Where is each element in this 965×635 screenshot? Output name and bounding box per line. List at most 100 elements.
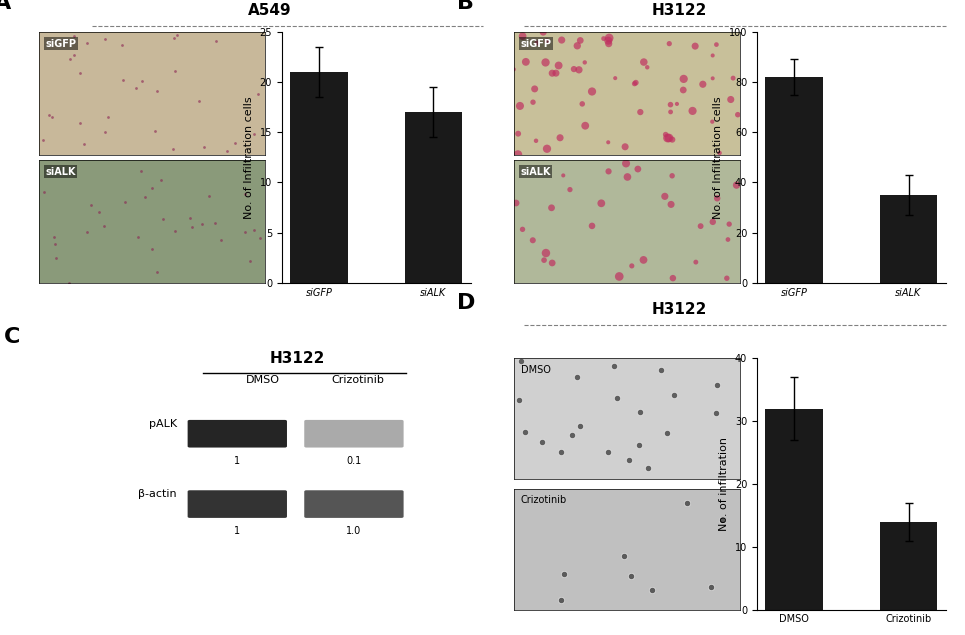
Point bbox=[551, 60, 566, 70]
Point bbox=[720, 234, 735, 244]
Point bbox=[544, 258, 560, 268]
Text: DMSO: DMSO bbox=[520, 365, 550, 375]
Point bbox=[663, 100, 678, 110]
Point bbox=[723, 95, 738, 105]
Point bbox=[608, 73, 623, 83]
Point bbox=[134, 76, 150, 86]
Point bbox=[636, 57, 651, 67]
Point bbox=[539, 144, 555, 154]
Point bbox=[191, 96, 207, 106]
Point bbox=[726, 73, 741, 83]
FancyBboxPatch shape bbox=[187, 420, 287, 448]
Point bbox=[585, 86, 600, 97]
Point bbox=[571, 65, 587, 75]
Point bbox=[227, 138, 242, 148]
Point bbox=[640, 62, 655, 72]
Point bbox=[514, 224, 530, 234]
Point bbox=[659, 429, 675, 439]
Point bbox=[72, 68, 88, 78]
Point bbox=[92, 208, 107, 218]
Point bbox=[116, 75, 131, 85]
Point bbox=[709, 380, 725, 390]
Point bbox=[633, 406, 648, 417]
Point bbox=[554, 35, 569, 45]
Point bbox=[627, 79, 643, 89]
Point bbox=[663, 199, 678, 210]
Point bbox=[606, 361, 621, 371]
Point bbox=[36, 135, 51, 145]
Text: 1.0: 1.0 bbox=[346, 526, 362, 536]
Point bbox=[79, 38, 95, 48]
Bar bbox=[765, 408, 823, 610]
Y-axis label: No. of Infiltration cells: No. of Infiltration cells bbox=[244, 96, 254, 218]
Point bbox=[661, 133, 676, 143]
Point bbox=[708, 408, 724, 418]
Point bbox=[150, 267, 165, 277]
Point bbox=[665, 171, 680, 181]
Point bbox=[705, 50, 721, 60]
Point bbox=[237, 189, 253, 199]
Point bbox=[195, 219, 210, 229]
Point bbox=[563, 185, 578, 195]
Point bbox=[45, 232, 61, 243]
Text: siALK: siALK bbox=[520, 166, 551, 177]
FancyBboxPatch shape bbox=[304, 420, 403, 448]
Point bbox=[645, 585, 660, 596]
Point bbox=[41, 110, 57, 120]
Point bbox=[219, 145, 234, 156]
Point bbox=[506, 64, 521, 74]
Point bbox=[97, 34, 113, 44]
Point bbox=[631, 440, 647, 450]
Point bbox=[621, 455, 637, 465]
FancyBboxPatch shape bbox=[304, 490, 403, 518]
Text: B: B bbox=[457, 0, 475, 13]
Point bbox=[96, 127, 112, 137]
Point bbox=[61, 277, 76, 288]
Point bbox=[544, 203, 560, 213]
Text: Crizotinib: Crizotinib bbox=[332, 375, 385, 385]
Point bbox=[553, 447, 568, 457]
Point bbox=[511, 395, 527, 405]
Point bbox=[99, 111, 115, 121]
Text: pALK: pALK bbox=[149, 418, 177, 429]
Point bbox=[144, 244, 159, 254]
Text: 0.1: 0.1 bbox=[346, 456, 362, 466]
Point bbox=[569, 41, 585, 51]
Point bbox=[612, 271, 627, 281]
Point bbox=[515, 31, 531, 41]
Point bbox=[601, 166, 617, 177]
Point bbox=[242, 256, 258, 266]
Point bbox=[525, 97, 540, 107]
Point bbox=[528, 136, 543, 146]
Point bbox=[167, 65, 182, 76]
Point bbox=[128, 83, 144, 93]
Point bbox=[624, 261, 640, 271]
Point bbox=[574, 99, 590, 109]
Point bbox=[658, 130, 674, 140]
Point bbox=[145, 184, 160, 194]
Point bbox=[660, 133, 676, 143]
Point bbox=[722, 219, 737, 229]
Text: H3122: H3122 bbox=[651, 3, 707, 18]
Point bbox=[623, 572, 639, 582]
Point bbox=[572, 421, 588, 431]
Point bbox=[530, 38, 545, 48]
Text: siALK: siALK bbox=[45, 166, 76, 177]
Point bbox=[630, 164, 646, 174]
Point bbox=[510, 129, 526, 139]
Point bbox=[620, 172, 635, 182]
Point bbox=[584, 221, 599, 231]
Bar bbox=[290, 72, 347, 283]
Bar bbox=[404, 112, 462, 283]
Bar bbox=[880, 522, 937, 610]
Text: β-actin: β-actin bbox=[138, 489, 177, 499]
Point bbox=[640, 463, 655, 473]
Text: 1: 1 bbox=[234, 526, 240, 536]
Point bbox=[518, 57, 534, 67]
Point bbox=[37, 187, 52, 197]
Bar bbox=[765, 77, 823, 283]
Point bbox=[137, 192, 152, 203]
Point bbox=[79, 227, 95, 237]
Point bbox=[47, 239, 63, 250]
Point bbox=[653, 365, 669, 375]
